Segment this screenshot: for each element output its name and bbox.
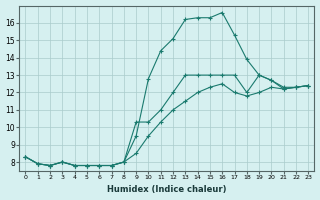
X-axis label: Humidex (Indice chaleur): Humidex (Indice chaleur)	[107, 185, 227, 194]
